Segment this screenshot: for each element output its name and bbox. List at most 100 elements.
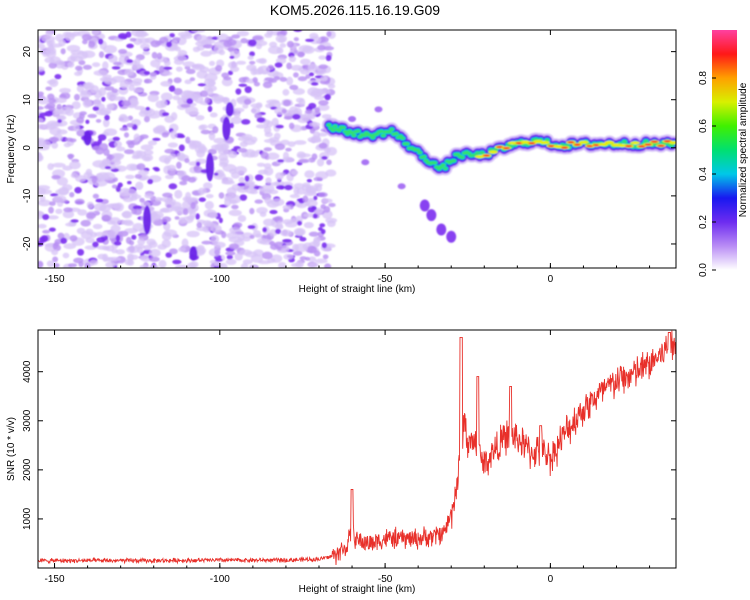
spec-noise-cell [249,60,256,65]
spec-noise-cell [73,93,80,101]
spec-noise-cell [317,44,326,51]
spec-xtick-label: -50 [378,274,393,285]
spec-noise-cell [209,60,216,66]
spec-track-cell [440,163,446,167]
spec-noise-cell [237,148,248,153]
spec-noise-cell [314,258,328,264]
spec-noise-cell [174,189,183,199]
spec-noise-cell [131,155,140,160]
spec-noise-cell [305,74,311,79]
spec-track-cell [404,142,410,146]
spec-noise-cell [162,71,173,76]
spec-noise-cell [226,187,237,196]
spec-noise-cell [233,107,245,113]
spec-noise-cell [49,127,62,136]
spec-outlier [397,183,406,190]
spec-ytick-label: -10 [22,188,33,203]
spec-noise-cell [240,38,248,44]
spec-noise-cell [102,77,114,83]
spec-noise-cell [296,203,307,209]
spec-noise-cell [219,157,229,166]
spec-noise-cell [211,36,219,40]
spec-noise-cell [62,210,75,219]
spec-track-hot [668,141,676,145]
spec-noise-cell [60,237,68,244]
spec-noise-cell [95,109,110,116]
spec-noise-cell [275,172,284,180]
spec-noise-cell [48,62,57,69]
spec-noise-cell [228,151,238,159]
spec-noise-cell [79,90,92,98]
spec-noise-cell [131,30,145,37]
spec-noise-cell [280,229,292,237]
spec-noise-cell [313,177,323,182]
spec-noise-cell [296,220,303,226]
colorbar-tick-label: 0.4 [698,167,709,181]
spec-noise-cell [297,76,308,82]
spec-noise-cell [237,182,246,187]
spec-noise-cell [69,235,78,242]
spec-noise-cell [134,57,141,66]
spec-noise-cell [321,198,333,203]
spec-noise-cell [49,78,59,88]
spec-noise-cell [310,82,319,86]
spec-noise-cell [76,227,86,235]
spec-noise-cell [256,207,268,214]
spec-noise-cell [226,254,233,260]
spec-track-peak [528,142,536,145]
spec-noise-cell [230,66,240,73]
spec-noise-cell [102,118,110,128]
spec-noise-cell [243,139,256,146]
spec-noise-cell [124,149,135,155]
spec-noise-cell [325,169,337,177]
colorbar: 0.0 0.2 0.4 0.6 0.8 Normalized spectral ampl… [698,30,749,277]
spec-noise-cell [251,106,261,115]
spec-noise-cell [252,77,258,83]
spec-noise-cell [228,168,237,175]
spec-noise-cell [126,246,140,254]
spec-noise-cell [87,113,97,119]
spec-noise-cell [285,147,292,152]
spec-noise-cell [38,152,43,162]
spec-noise-cell [256,237,268,245]
spec-noise-cell [53,195,67,203]
spec-noise-cell [234,252,243,261]
spec-noise-cell [38,96,50,105]
spec-noise-cell [170,112,178,121]
spec-noise-cell [137,169,149,176]
spec-noise-cell [65,107,74,117]
spec-noise-cell [250,254,264,263]
spec-xtick-label: -150 [45,274,65,285]
spec-noise-cell [48,206,54,214]
spec-noise-cell [263,163,272,169]
spec-noise-cell [319,223,326,228]
spec-noise-cell [107,104,114,111]
spec-noise-cell [255,124,269,129]
spec-noise-cell [185,191,192,201]
spec-noise-cell [121,220,128,225]
spec-noise-cell [325,54,332,62]
spec-noise-cell [139,264,149,268]
spec-noise-cell [207,105,213,113]
spec-noise-cell [269,209,278,215]
colorbar-tick-label: 0.2 [698,215,709,229]
spec-noise-cell [122,196,134,203]
spec-noise-cell [140,144,154,151]
spec-noise-cell [242,104,249,109]
spec-noise-cell [219,262,228,268]
spec-noise-cell [73,124,80,132]
spec-noise-cell [303,213,316,218]
spec-noise-cell [318,64,328,70]
spec-noise-cell [52,242,59,250]
spec-noise-cell [154,197,163,202]
spec-noise-cell [86,201,94,209]
spec-noise-cell [192,63,205,69]
spec-noise-cell [197,187,207,195]
spec-noise-cell [249,234,255,239]
spec-noise-cell [210,234,220,244]
spec-noise-cell [160,92,173,101]
spec-noise-cell [143,244,153,251]
spec-noise-cell [98,51,105,58]
spec-noise-cell [318,55,327,60]
spec-noise-cell [137,37,150,44]
